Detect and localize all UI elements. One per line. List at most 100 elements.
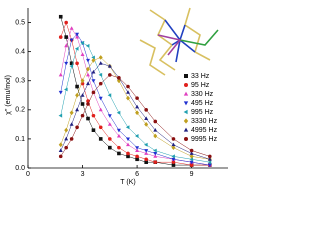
data-point (116, 110, 121, 115)
data-point (207, 160, 212, 165)
legend-marker (183, 91, 189, 96)
data-point (58, 35, 63, 39)
data-point (116, 128, 121, 133)
data-point (208, 154, 212, 159)
data-point (69, 38, 74, 43)
data-point (75, 34, 80, 39)
data-point (58, 148, 63, 152)
data-point (98, 96, 103, 101)
data-point (64, 127, 69, 133)
legend-label: 3330 Hz (191, 118, 218, 125)
data-point (86, 72, 90, 77)
data-point (58, 142, 63, 148)
data-point (153, 119, 158, 124)
series-line (60, 57, 210, 160)
data-point (58, 90, 63, 95)
data-point (125, 125, 130, 130)
data-point (69, 64, 74, 69)
data-point (135, 154, 139, 159)
data-point (135, 96, 139, 100)
data-point (75, 61, 79, 66)
data-point (126, 95, 130, 101)
chart: χ'' (emu/mol) T (K) 0.0 0.1 0.2 0.3 0.4 0.5 0 3… (5, 7, 228, 186)
legend-marker (184, 74, 188, 78)
data-point (58, 14, 63, 19)
data-point (80, 93, 85, 97)
data-point (144, 116, 149, 120)
data-point (144, 122, 149, 127)
data-point (107, 122, 112, 126)
data-point (80, 102, 85, 106)
data-point (58, 154, 63, 159)
legend-label: 33 Hz (191, 73, 210, 80)
data-point (189, 163, 194, 167)
data-point (91, 69, 96, 74)
legend-label: 4995 Hz (191, 127, 218, 134)
data-point (91, 113, 96, 118)
data-point (107, 114, 112, 118)
data-point (117, 145, 121, 150)
data-point (171, 157, 176, 162)
y-tick-label: 0.4 (15, 48, 25, 55)
data-point (171, 145, 176, 150)
y-tick-label: 0.0 (15, 165, 25, 172)
data-point (171, 160, 176, 164)
legend-label: 495 Hz (191, 100, 214, 107)
data-point (135, 157, 139, 162)
data-point (69, 61, 74, 66)
data-point (153, 160, 158, 164)
data-point (144, 149, 149, 153)
data-point (144, 160, 148, 164)
x-tick-label: 0 (26, 171, 30, 178)
data-point (91, 58, 96, 63)
data-point (171, 163, 176, 167)
data-point (98, 55, 103, 60)
legend-marker (184, 83, 188, 87)
data-point (207, 163, 212, 168)
data-point (74, 46, 79, 51)
data-point (189, 160, 194, 165)
data-point (75, 92, 80, 98)
data-point (144, 142, 148, 147)
data-point (86, 81, 90, 86)
data-point (91, 79, 96, 83)
data-point (107, 64, 112, 68)
data-point (171, 154, 175, 159)
data-point (189, 148, 194, 153)
x-tick-label: 9 (190, 171, 194, 178)
data-point (171, 142, 176, 147)
legend-label: 330 Hz (191, 91, 214, 98)
data-point (126, 154, 130, 159)
data-point (126, 142, 130, 147)
data-point (69, 137, 74, 141)
data-point (75, 107, 80, 112)
y-tick-label: 0.3 (15, 78, 25, 85)
data-point (98, 81, 103, 86)
molecule-inset (139, 7, 219, 76)
data-point (189, 157, 194, 162)
data-point (69, 122, 74, 126)
data-point (64, 87, 68, 92)
data-point (86, 66, 90, 72)
data-point (58, 113, 63, 118)
y-tick-label: 0.2 (15, 107, 25, 114)
data-point (98, 72, 103, 77)
legend-marker (183, 118, 189, 124)
data-point (98, 107, 103, 112)
data-point (64, 61, 69, 66)
data-point (144, 108, 148, 112)
data-point (117, 151, 121, 156)
data-point (144, 151, 149, 155)
x-tick-label: 3 (81, 171, 85, 178)
data-point (91, 128, 96, 132)
data-point (98, 61, 103, 65)
data-point (75, 125, 79, 130)
data-point (134, 134, 139, 138)
data-point (85, 43, 90, 48)
data-point (80, 40, 84, 45)
series-line (60, 27, 210, 166)
data-point (58, 72, 63, 77)
data-point (171, 137, 176, 141)
data-point (108, 73, 112, 77)
data-point (153, 152, 158, 156)
